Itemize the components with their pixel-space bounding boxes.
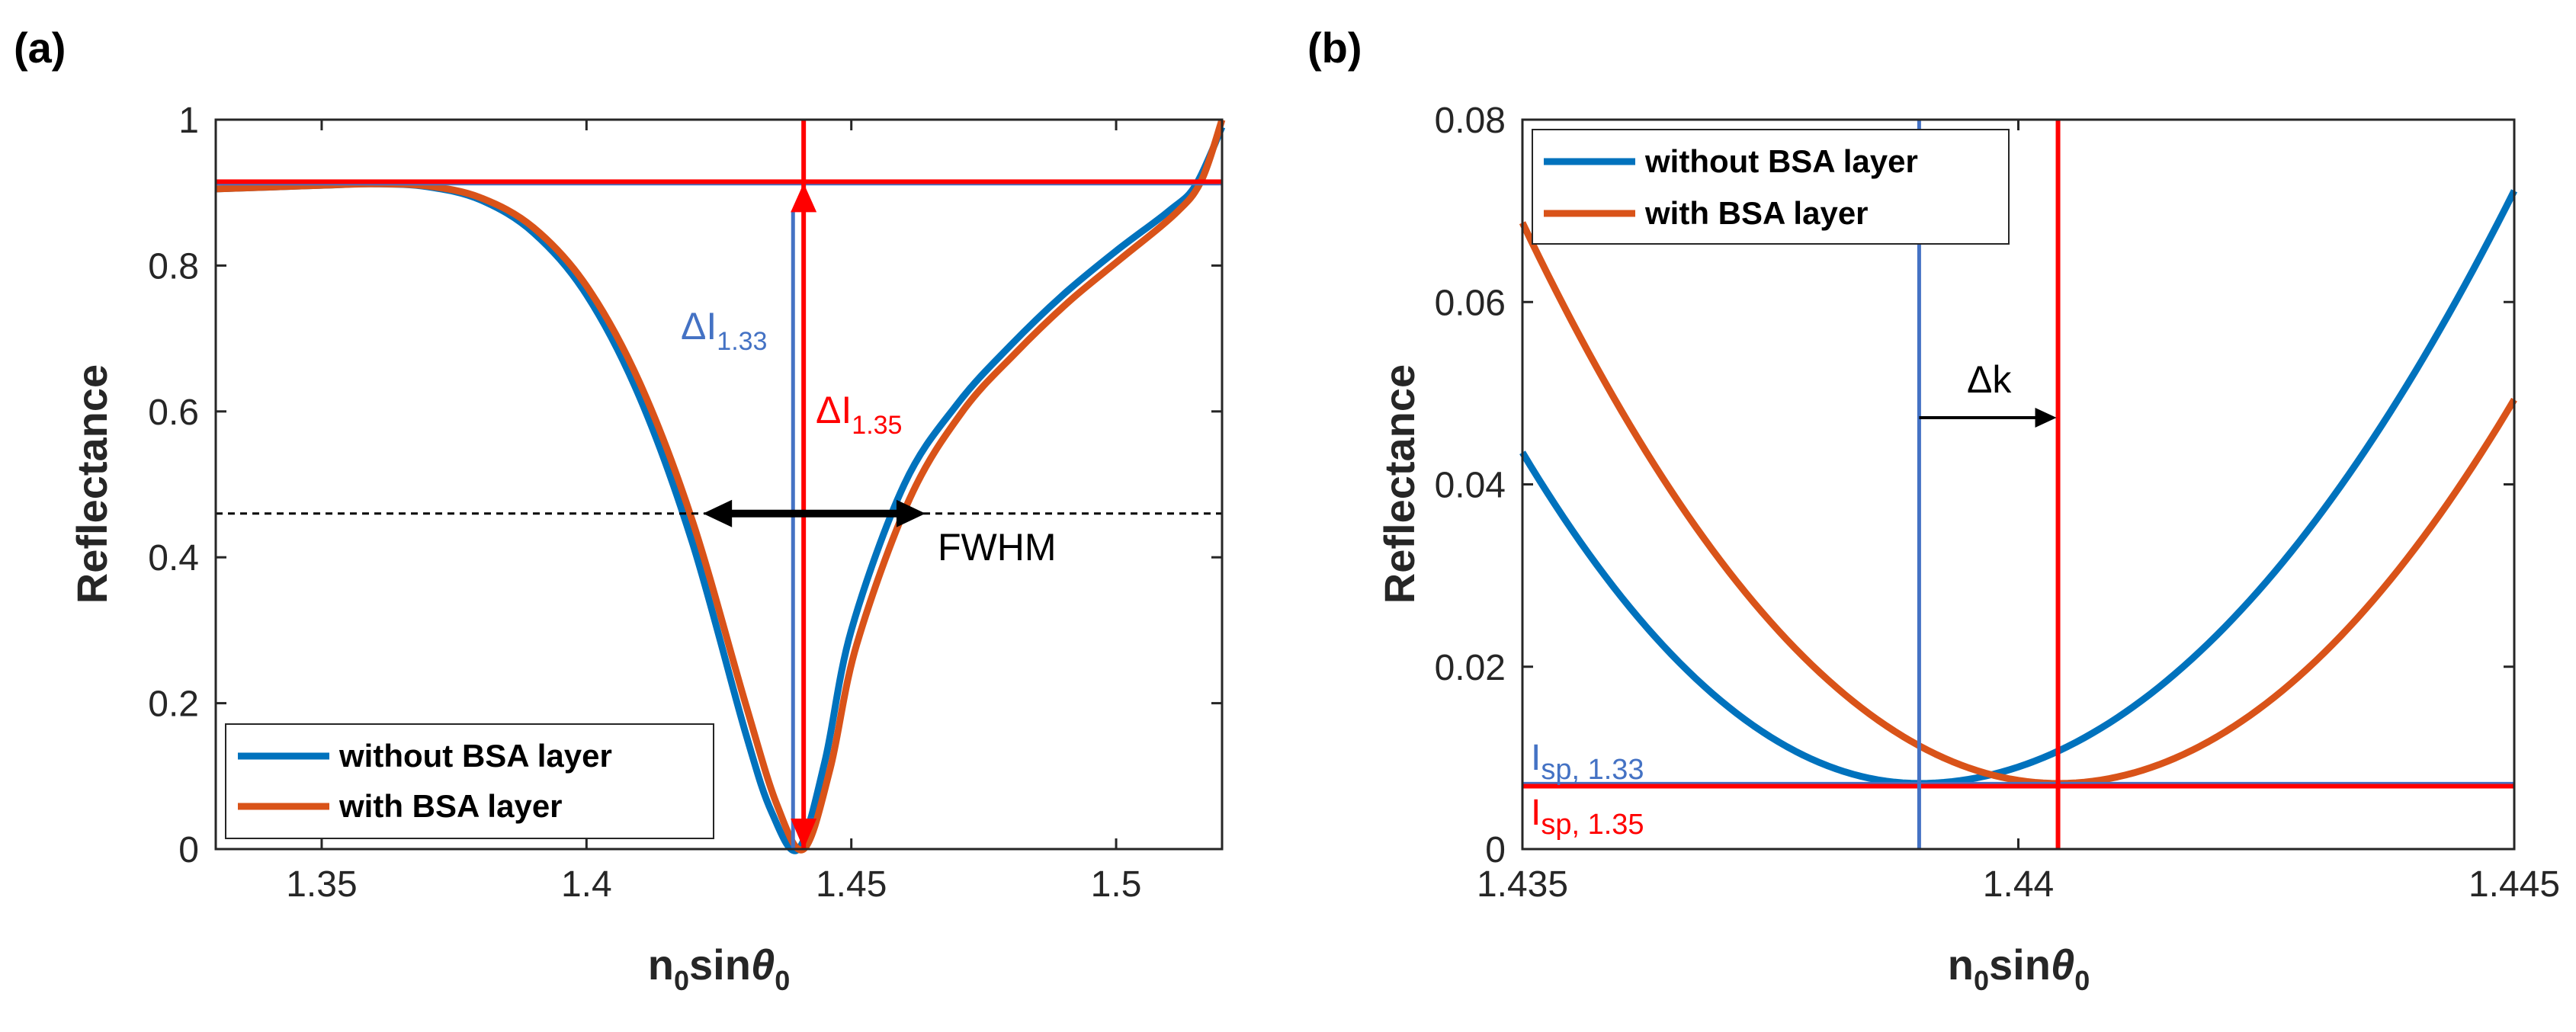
fwhm-arrowhead-left: [703, 499, 733, 527]
panel-a-ylabel: Reflectance: [68, 364, 116, 604]
panel-b-ytick-label: 0.08: [1435, 101, 1506, 141]
panel-b-xtick-label: 1.435: [1477, 864, 1568, 905]
panel-a-curves: [215, 118, 1226, 854]
panel-b-curves: [1519, 189, 2518, 787]
delta-k-label: Δk: [1967, 358, 2012, 401]
delta-i-135-label: ΔI1.35: [816, 389, 902, 440]
curve-a-with-bsa: [215, 118, 1226, 854]
arrowhead-down-a: [791, 819, 817, 849]
legend-a-without-bsa: without BSA layer: [338, 738, 612, 774]
panel-b-ylabel: Reflectance: [1375, 364, 1423, 604]
curve-b-without-bsa: [1519, 189, 2518, 787]
panel-a-ytick-label: 0.8: [148, 246, 199, 287]
panel-b-ytick-label: 0.06: [1435, 283, 1506, 323]
panel-b-xtick-label: 1.445: [2469, 864, 2560, 905]
curve-b-with-bsa: [1519, 221, 2517, 787]
panel-a-ytick-label: 0.2: [148, 684, 199, 725]
panel-a-reference-lines: [216, 120, 1222, 849]
panel-a-xtick-label: 1.45: [816, 864, 887, 905]
panel-a-ytick-label: 0: [178, 830, 199, 870]
panel-b-ticks: 1.435 1.44 1.445 0 0.02 0.04 0.06 0.08: [1435, 101, 2560, 905]
panel-b-ytick-label: 0: [1485, 830, 1506, 870]
panel-a-legend: without BSA layer with BSA layer: [225, 723, 714, 839]
panel-a-legend-box: [225, 723, 714, 839]
panel-a-ytick-label: 0.6: [148, 393, 199, 433]
panel-a-axes-box: [214, 118, 1224, 851]
isp-135-label: Isp, 1.35: [1531, 793, 1644, 841]
delta-k-arrowhead: [2035, 408, 2057, 428]
panel-b-legend: without BSA layer with BSA layer: [1532, 129, 2010, 245]
panel-a-ytick-label: 0.4: [148, 538, 199, 578]
legend-a-with-bsa: with BSA layer: [338, 788, 563, 824]
panel-b-legend-box: [1532, 129, 2010, 245]
panel-a-tag: (a): [14, 24, 66, 72]
panel-a-ticks: 1.35 1.4 1.45 1.5 0 0.2 0.4 0.6 0.8 1: [148, 101, 1222, 905]
panel-a-ytick-label: 1: [178, 101, 199, 141]
panel-b-xtick-label: 1.44: [1983, 864, 2054, 905]
delta-i-133-label: ΔI1.33: [681, 305, 767, 356]
isp-133-label: Isp, 1.33: [1531, 738, 1644, 786]
legend-b-without-bsa: without BSA layer: [1644, 143, 1918, 179]
arrowhead-up-a: [791, 183, 817, 213]
panel-a-xlabel: n0sinθ0: [648, 941, 790, 996]
fwhm-label: FWHM: [938, 526, 1057, 569]
panel-b-ytick-label: 0.04: [1435, 466, 1506, 506]
panel-b-tag: (b): [1307, 24, 1362, 72]
panel-b-axes-box: [1521, 118, 2516, 851]
fwhm-arrowhead-right: [896, 499, 925, 527]
panel-a-xtick-label: 1.4: [561, 864, 612, 905]
legend-b-with-bsa: with BSA layer: [1644, 195, 1869, 231]
panel-b: (b) 1.435 1.44 1.445 0 0.02 0.04 0.06 0.08 Δk I…: [1307, 24, 2560, 996]
panel-a-xtick-label: 1.5: [1091, 864, 1142, 905]
panel-a-xtick-label: 1.35: [286, 864, 357, 905]
panel-b-ytick-label: 0.02: [1435, 648, 1506, 688]
panel-a: (a) 1.35 1.4 1.45 1.500.20.40.60.81 ΔI1.33 …: [14, 24, 1226, 996]
panel-b-xlabel: n0sinθ0: [1948, 941, 2090, 996]
